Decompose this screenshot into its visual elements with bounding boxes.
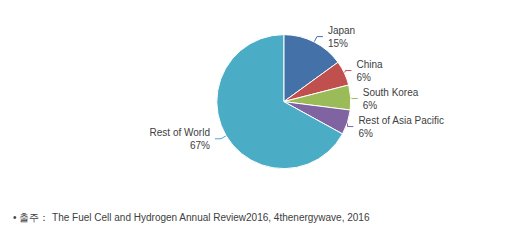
svg-text:Japan: Japan bbox=[328, 25, 355, 36]
svg-text:South Korea: South Korea bbox=[363, 87, 419, 98]
svg-text:6%: 6% bbox=[363, 100, 378, 111]
svg-text:• 출주： The Fuel Cell and Hydrog: • 출주： The Fuel Cell and Hydrogen Annual … bbox=[13, 212, 370, 223]
svg-text:6%: 6% bbox=[356, 72, 371, 83]
svg-text:15%: 15% bbox=[328, 38, 348, 49]
svg-text:Rest of World: Rest of World bbox=[150, 127, 210, 138]
svg-text:China: China bbox=[356, 59, 383, 70]
svg-text:Rest of Asia Pacific: Rest of Asia Pacific bbox=[358, 115, 444, 126]
svg-text:67%: 67% bbox=[190, 140, 210, 151]
svg-text:6%: 6% bbox=[358, 128, 373, 139]
